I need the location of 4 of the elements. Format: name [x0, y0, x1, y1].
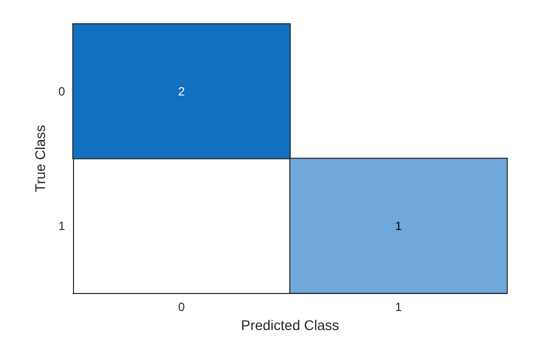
data-label: 1	[395, 218, 402, 233]
x-axis-title: Predicted Class	[240, 317, 340, 333]
y-axis-title: True Class	[32, 124, 48, 192]
data-label: 2	[178, 84, 186, 98]
